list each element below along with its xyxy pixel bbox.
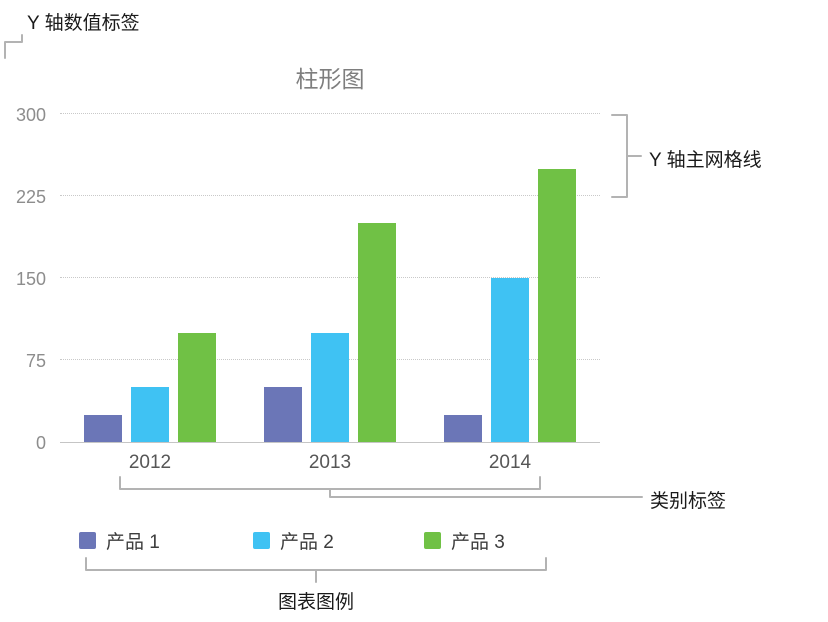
bar-2014-series-1 <box>444 414 482 442</box>
bar-2013-series-1 <box>264 387 302 442</box>
y-tick-label-0: 0 <box>35 433 46 453</box>
category-axis: 2012 2013 2014 <box>60 452 600 476</box>
legend-swatch-3 <box>424 532 441 549</box>
legend-swatch-1 <box>79 532 96 549</box>
category-label-2014: 2014 <box>488 452 532 473</box>
legend-swatch-2 <box>253 532 270 549</box>
annotation-category-labels: 类别标签 <box>650 491 727 512</box>
legend-item-1: 产品 1 <box>79 527 160 554</box>
bracket-y-value-labels <box>4 34 23 59</box>
bracket-y-gridlines <box>611 114 642 198</box>
chart-title: 柱形图 <box>295 66 365 92</box>
annotation-y-value-labels: Y 轴数值标签 <box>27 13 140 34</box>
y-tick-label-150: 150 <box>15 269 46 289</box>
legend-item-3: 产品 3 <box>424 527 505 554</box>
bar-2014-series-2 <box>491 278 529 442</box>
bar-2013-series-3 <box>358 223 396 442</box>
bar-2014-series-3 <box>538 168 576 442</box>
legend-label-3: 产品 3 <box>451 532 505 553</box>
legend-label-2: 产品 2 <box>280 532 334 553</box>
plot-area <box>60 113 600 443</box>
y-tick-label-300: 300 <box>15 105 46 125</box>
category-label-2013: 2013 <box>308 452 352 473</box>
bar-2013-series-2 <box>311 332 349 442</box>
bar-2012-series-1 <box>84 414 122 442</box>
legend-item-2: 产品 2 <box>253 527 334 554</box>
y-tick-label-225: 225 <box>15 187 46 207</box>
bracket-category-labels <box>119 476 643 498</box>
bracket-chart-legend <box>85 557 547 583</box>
category-label-2012: 2012 <box>128 452 172 473</box>
annotation-chart-legend: 图表图例 <box>277 592 354 613</box>
y-tick-label-75: 75 <box>25 351 46 371</box>
chart-legend: 产品 1 产品 2 产品 3 <box>79 527 609 553</box>
y-axis-labels: 0 75 150 225 300 <box>0 105 46 453</box>
annotation-y-major-gridlines: Y 轴主网格线 <box>649 150 762 171</box>
y-gridline-225 <box>60 195 600 196</box>
y-gridline-300 <box>60 113 600 114</box>
bar-2012-series-2 <box>131 387 169 442</box>
legend-label-1: 产品 1 <box>106 532 160 553</box>
y-gridline-150 <box>60 277 600 278</box>
bar-2012-series-3 <box>178 332 216 442</box>
